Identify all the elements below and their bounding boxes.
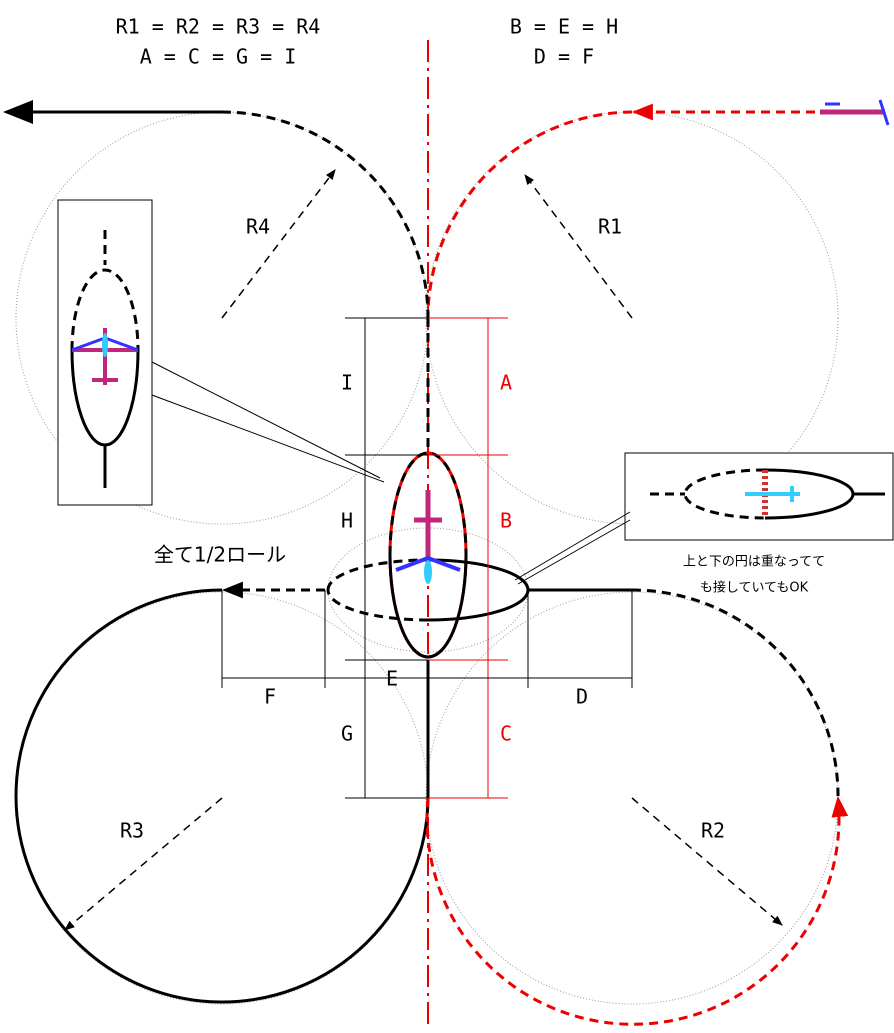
dimension-label: B [500,509,512,533]
flight-path [2,100,849,1026]
header-text: R1 = R2 = R3 = R4 [116,15,321,39]
dimension-label: E [386,667,398,691]
dimension-label: C [500,722,512,746]
radius-label: R3 [120,819,144,843]
header-text: B = E = H [510,15,618,39]
dimension-lines [221,317,633,799]
inset-left [57,199,385,506]
radius-label: R4 [246,215,270,239]
inset-right [514,452,894,585]
header-text: D = F [534,45,594,69]
airplane-icons [395,99,890,584]
circle-note: も接していてもOK [700,580,809,596]
circle-note: 上と下の円は重なってて [683,554,825,570]
roll-note: 全て1/2ロール [154,543,286,567]
radius-label: R2 [701,819,725,843]
radius-label: R1 [598,215,622,239]
dimension-label: A [500,371,512,395]
dimension-label: G [341,722,353,746]
dimension-label: H [341,509,353,533]
dimension-label: D [576,685,588,709]
dimension-label: F [264,685,276,709]
header-text: A = C = G = I [140,45,297,69]
radius-arrows [64,169,783,931]
dimension-label: I [341,371,353,395]
